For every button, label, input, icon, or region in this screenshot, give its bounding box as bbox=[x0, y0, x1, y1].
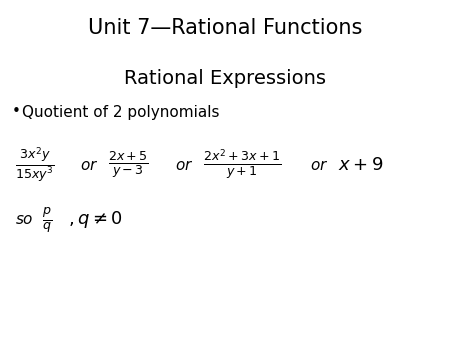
Text: $\frac{p}{q}$: $\frac{p}{q}$ bbox=[42, 205, 52, 235]
Text: $x+9$: $x+9$ bbox=[338, 156, 383, 174]
Text: $or$: $or$ bbox=[80, 158, 99, 172]
Text: Quotient of 2 polynomials: Quotient of 2 polynomials bbox=[22, 104, 220, 120]
Text: $so$: $so$ bbox=[15, 213, 34, 227]
Text: Unit 7—Rational Functions: Unit 7—Rational Functions bbox=[88, 18, 362, 38]
Text: •: • bbox=[12, 104, 21, 120]
Text: $\frac{3x^2y}{15xy^3}$: $\frac{3x^2y}{15xy^3}$ bbox=[15, 145, 54, 185]
Text: $or$: $or$ bbox=[310, 158, 328, 172]
Text: $,q\neq 0$: $,q\neq 0$ bbox=[68, 210, 123, 231]
Text: Rational Expressions: Rational Expressions bbox=[124, 69, 326, 88]
Text: $or$: $or$ bbox=[175, 158, 194, 172]
Text: $\frac{2x+5}{y-3}$: $\frac{2x+5}{y-3}$ bbox=[108, 149, 149, 180]
Text: $\frac{2x^2+3x+1}{y+1}$: $\frac{2x^2+3x+1}{y+1}$ bbox=[203, 148, 281, 182]
